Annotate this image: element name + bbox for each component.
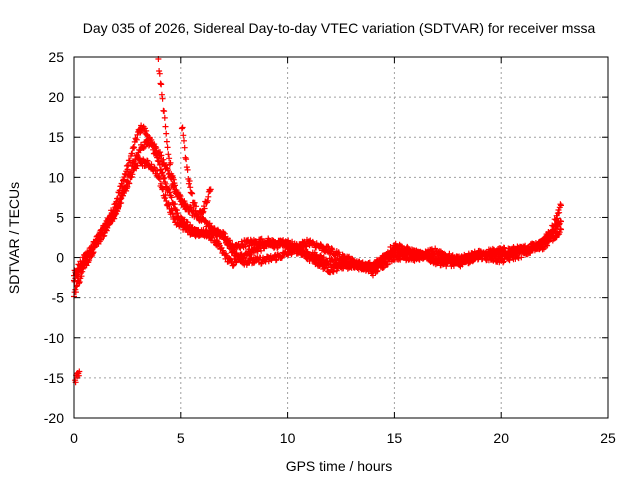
data-point — [181, 137, 189, 161]
data-series — [178, 124, 214, 222]
data-point — [177, 198, 187, 208]
data-point — [161, 114, 170, 137]
y-tick-label: 20 — [48, 89, 64, 105]
data-point — [220, 229, 237, 256]
data-point — [263, 235, 290, 250]
data-point — [184, 204, 191, 211]
data-point — [141, 157, 154, 171]
axis-ticks: 0 5 10 15 20 25 -20 -15 -10 -5 0 5 10 15 20 25 — [44, 49, 616, 446]
data-point — [306, 237, 333, 256]
data-point — [124, 162, 141, 190]
data-series — [71, 155, 564, 279]
chart-title: Day 035 of 2026, Sidereal Day-to-day VTE… — [83, 20, 596, 36]
data-point — [157, 80, 165, 98]
x-tick-label: 20 — [493, 430, 509, 446]
data-point — [540, 225, 564, 252]
data-point — [154, 167, 167, 193]
data-series — [155, 56, 191, 213]
data-point — [113, 184, 130, 215]
data-point — [476, 249, 504, 266]
data-point — [558, 202, 564, 209]
data-point — [412, 247, 440, 268]
y-tick-label: 0 — [56, 250, 64, 266]
data-point — [241, 239, 269, 259]
data-point — [72, 377, 79, 386]
data-point — [306, 251, 333, 276]
y-tick-label: 15 — [48, 129, 64, 145]
data-point — [168, 170, 177, 183]
y-tick-label: 10 — [48, 169, 64, 185]
data-point — [220, 249, 235, 266]
x-tick-label: 15 — [387, 430, 403, 446]
x-tick-label: 10 — [280, 430, 296, 446]
data-point — [155, 56, 163, 77]
data-point — [241, 235, 269, 250]
data-point — [166, 155, 174, 168]
data-point — [558, 226, 564, 233]
data-point — [76, 368, 83, 375]
data-point — [147, 139, 162, 157]
data-points — [71, 56, 564, 386]
y-tick-label: 25 — [48, 49, 64, 65]
y-axis-label: SDTVAR / TECUs — [6, 182, 22, 294]
data-point — [183, 156, 191, 173]
data-point — [178, 124, 187, 139]
data-point — [191, 199, 201, 220]
data-point — [370, 242, 397, 274]
data-point — [160, 191, 173, 212]
data-point — [263, 248, 290, 265]
x-tick-label: 0 — [70, 430, 78, 446]
plot-frame — [73, 56, 609, 419]
x-axis-label: GPS time / hours — [286, 458, 393, 474]
data-point — [160, 174, 175, 201]
y-tick-label: -15 — [44, 370, 64, 386]
data-point — [139, 123, 152, 143]
data-point — [519, 241, 547, 258]
data-point — [156, 149, 171, 172]
data-point — [284, 236, 312, 259]
data-point — [103, 204, 120, 231]
x-tick-label: 25 — [600, 430, 616, 446]
data-series — [72, 368, 83, 386]
y-tick-label: -10 — [44, 330, 64, 346]
data-point — [159, 95, 168, 115]
x-tick-label: 5 — [177, 430, 185, 446]
data-point — [434, 255, 461, 270]
data-point — [81, 238, 98, 261]
data-point — [199, 225, 216, 240]
data-point — [163, 138, 172, 158]
data-point — [391, 240, 419, 259]
grid-lines — [74, 57, 608, 418]
data-point — [558, 218, 564, 225]
y-tick-label: -20 — [44, 410, 64, 426]
data-point — [207, 186, 214, 193]
y-tick-label: -5 — [52, 290, 65, 306]
data-point — [327, 245, 354, 267]
y-tick-label: 5 — [56, 209, 64, 225]
data-point — [174, 189, 184, 202]
data-point — [75, 370, 82, 379]
